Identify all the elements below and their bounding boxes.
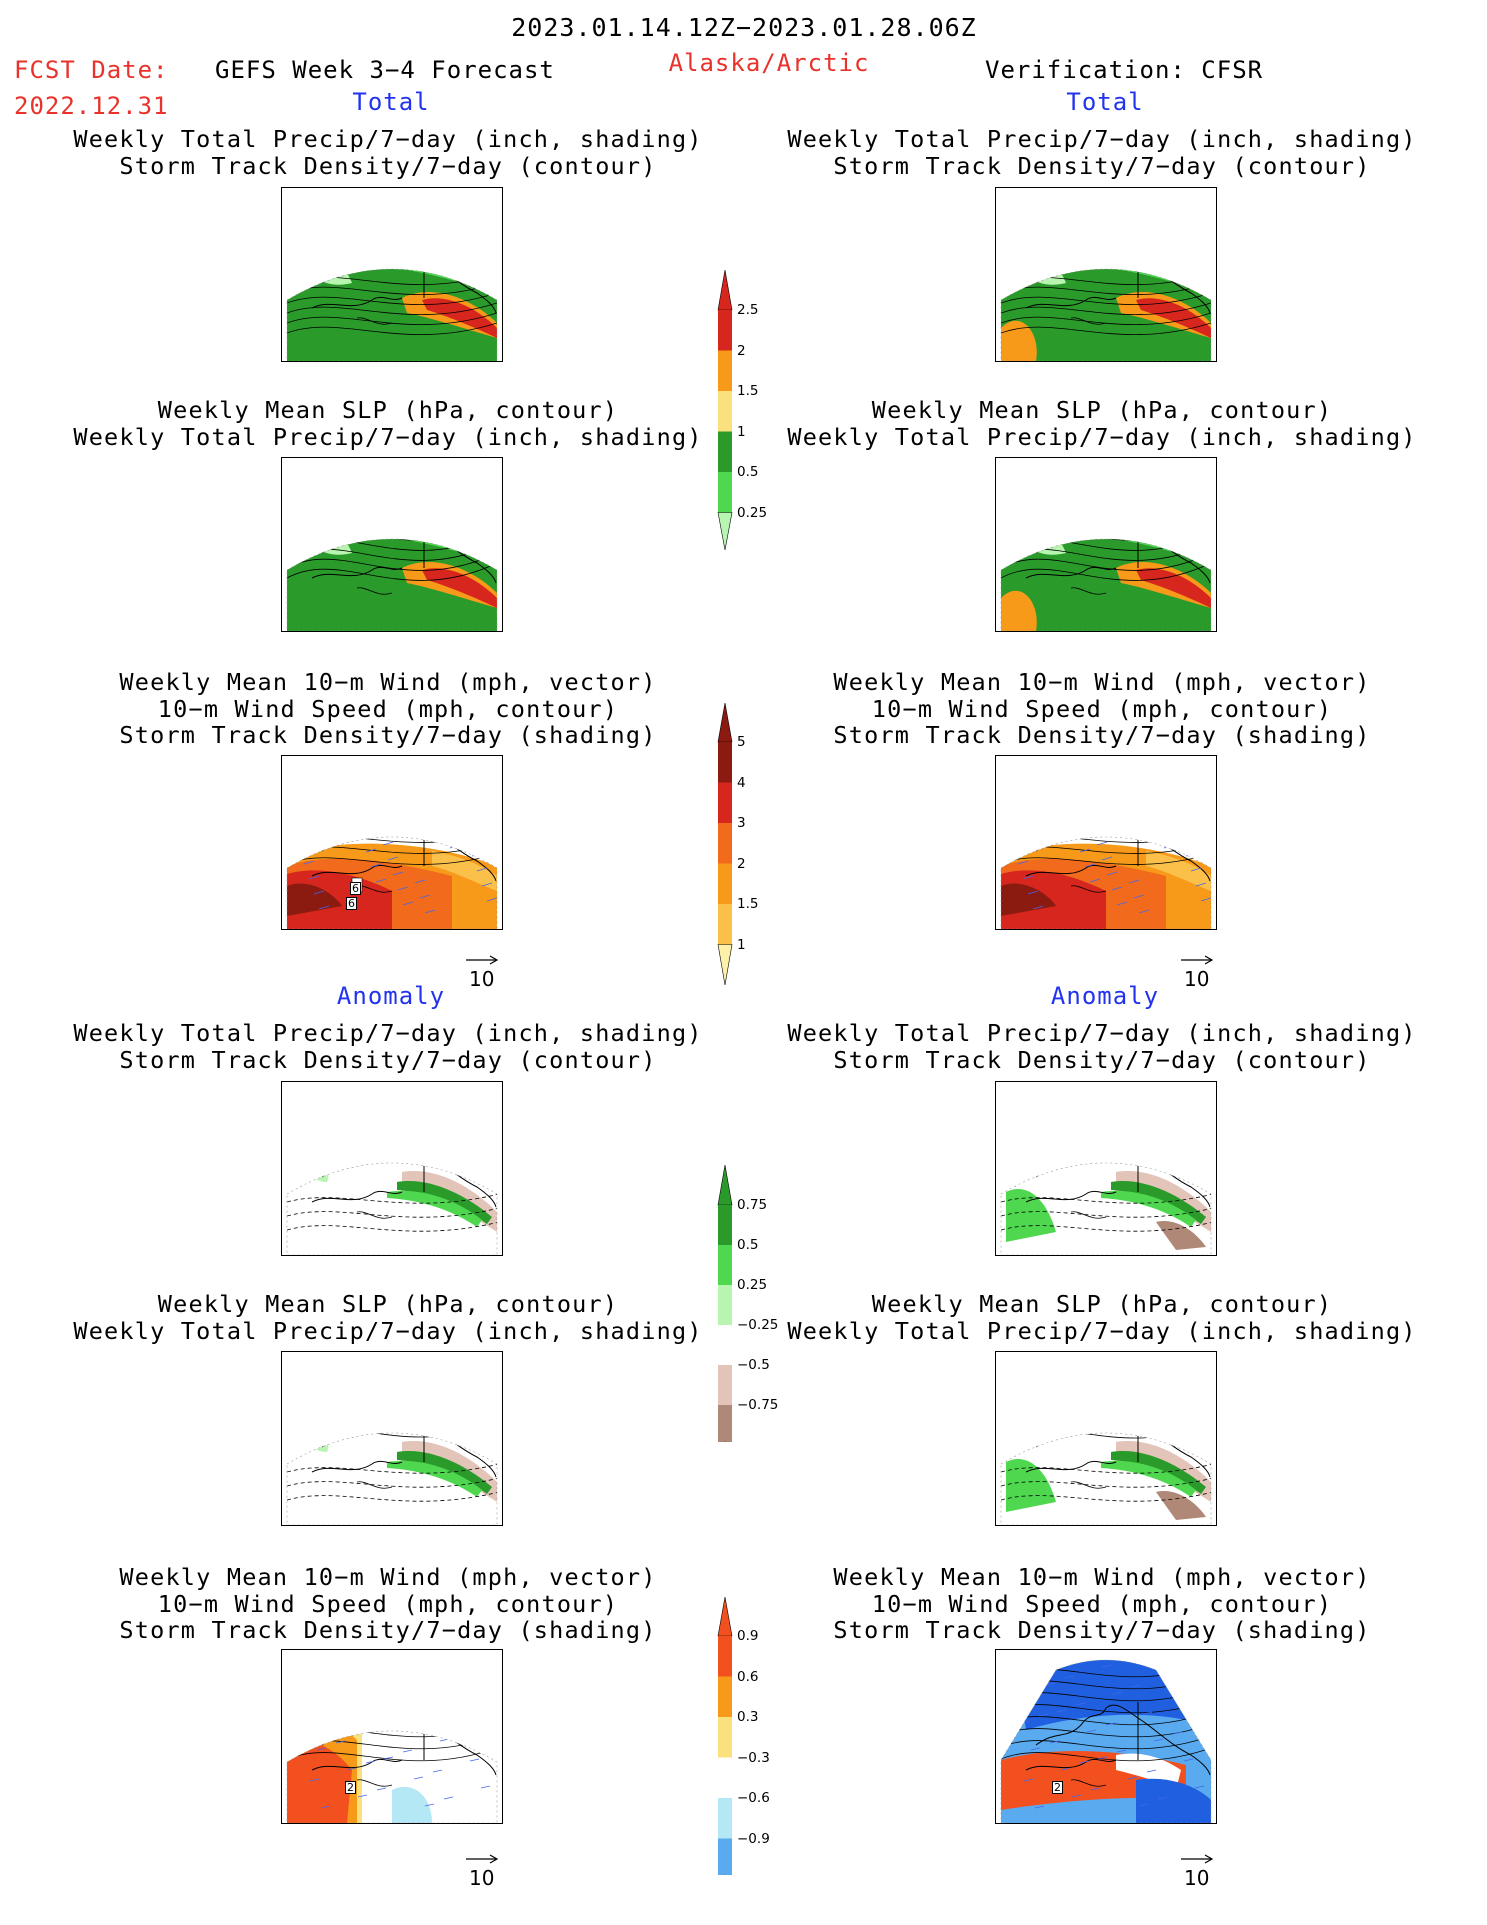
panel-title-r2-c1-l2: Storm Track Density/7−day (shading) — [833, 721, 1371, 749]
panel-title-r2-c1-l1: 10−m Wind Speed (mph, contour) — [871, 694, 1333, 723]
panel-title-r1-c1-l0: Weekly Mean SLP (hPa, contour) — [871, 396, 1333, 424]
colorbar-storm_total — [717, 703, 733, 985]
map-value-label-6a: 6 — [350, 882, 361, 895]
colorbar-precip_anom — [717, 1165, 733, 1442]
map-r1-c1 — [995, 457, 1217, 632]
colorbar-label-storm_anom-5: −0.9 — [737, 1830, 770, 1847]
panel-title-r2-c0-l2: Storm Track Density/7−day (shading) — [119, 721, 657, 749]
map-r5-c0 — [281, 1649, 503, 1824]
panel-title-r0-c1-l1: Storm Track Density/7−day (contour) — [833, 151, 1371, 180]
vector-reference-arrow-0 — [466, 955, 499, 965]
panel-title-r5-c0-l0: Weekly Mean 10−m Wind (mph, vector) — [119, 1563, 657, 1591]
colorbar-label-storm_anom-4: −0.6 — [737, 1790, 770, 1806]
map-r0-c0 — [281, 187, 503, 362]
map-r4-c1 — [995, 1351, 1217, 1526]
section-total-left: Total — [352, 88, 430, 116]
colorbar-label-precip_total-4: 0.5 — [737, 464, 759, 480]
panel-title-r4-c1-l0: Weekly Mean SLP (hPa, contour) — [871, 1290, 1333, 1318]
map-value-label-2-right: 2 — [1052, 1781, 1063, 1794]
panel-title-r5-c0-l2: Storm Track Density/7−day (shading) — [119, 1616, 657, 1644]
panel-title-r4-c1-l1: Weekly Total Precip/7−day (inch, shading… — [787, 1316, 1417, 1345]
map-r3-c1 — [995, 1081, 1217, 1256]
vector-reference-arrow-1 — [1181, 955, 1214, 965]
colorbar-label-precip_anom-4: −0.5 — [737, 1357, 770, 1373]
colorbar-label-storm_anom-1: 0.6 — [737, 1668, 759, 1685]
colorbar-label-precip_anom-5: −0.75 — [737, 1397, 779, 1413]
section-anomaly-right: Anomaly — [1050, 982, 1160, 1010]
colorbar-storm_anom — [717, 1597, 733, 1875]
colorbar-label-precip_total-3: 1 — [737, 423, 746, 440]
fcst-date-label: FCST Date: — [14, 56, 169, 84]
colorbar-label-storm_total-5: 1 — [737, 936, 746, 953]
vector-reference-arrow-2 — [466, 1854, 499, 1864]
panel-title-r3-c0-l0: Weekly Total Precip/7−day (inch, shading… — [73, 1019, 703, 1047]
map-r0-c1 — [995, 187, 1217, 362]
map-r2-c0 — [281, 755, 503, 930]
product-title: GEFS Week 3−4 Forecast — [215, 56, 555, 84]
colorbar-precip_total — [717, 270, 733, 550]
colorbar-label-precip_total-1: 2 — [737, 342, 746, 359]
map-r3-c0 — [281, 1081, 503, 1256]
panel-title-r4-c0-l1: Weekly Total Precip/7−day (inch, shading… — [73, 1316, 703, 1345]
panel-title-r2-c0-l0: Weekly Mean 10−m Wind (mph, vector) — [119, 668, 657, 696]
vector-reference-label-0: 10 — [469, 967, 495, 991]
panel-title-r1-c0-l1: Weekly Total Precip/7−day (inch, shading… — [73, 422, 703, 451]
colorbar-label-storm_total-0: 5 — [737, 734, 746, 750]
panel-title-r1-c1-l1: Weekly Total Precip/7−day (inch, shading… — [787, 422, 1417, 451]
map-value-label-6b: 6 — [346, 897, 357, 910]
colorbar-label-precip_total-2: 1.5 — [737, 383, 759, 399]
panel-title-r0-c0-l0: Weekly Total Precip/7−day (inch, shading… — [73, 125, 703, 153]
panel-title-r2-c1-l0: Weekly Mean 10−m Wind (mph, vector) — [833, 668, 1371, 696]
colorbar-label-storm_total-2: 3 — [737, 815, 746, 831]
vector-reference-arrow-3 — [1181, 1854, 1214, 1864]
panel-title-r3-c1-l1: Storm Track Density/7−day (contour) — [833, 1045, 1371, 1074]
colorbar-label-precip_anom-2: 0.25 — [737, 1277, 768, 1293]
vector-reference-label-3: 10 — [1184, 1866, 1210, 1890]
colorbar-label-precip_anom-0: 0.75 — [737, 1197, 768, 1213]
panel-title-r3-c0-l1: Storm Track Density/7−day (contour) — [119, 1045, 657, 1074]
panel-title-r4-c0-l0: Weekly Mean SLP (hPa, contour) — [157, 1290, 619, 1318]
map-r1-c0 — [281, 457, 503, 632]
colorbar-label-storm_total-4: 1.5 — [737, 896, 759, 912]
panel-title-r3-c1-l0: Weekly Total Precip/7−day (inch, shading… — [787, 1019, 1417, 1047]
colorbar-label-precip_anom-3: −0.25 — [737, 1317, 779, 1333]
panel-title-r5-c1-l2: Storm Track Density/7−day (shading) — [833, 1616, 1371, 1644]
section-anomaly-left: Anomaly — [336, 982, 446, 1010]
colorbar-label-precip_total-0: 2.5 — [737, 302, 759, 318]
section-total-right: Total — [1066, 88, 1144, 116]
colorbar-label-storm_anom-0: 0.9 — [737, 1628, 759, 1644]
colorbar-label-precip_total-5: 0.25 — [737, 504, 768, 521]
colorbar-label-precip_anom-1: 0.5 — [737, 1237, 759, 1253]
colorbar-label-storm_total-1: 4 — [737, 774, 746, 791]
panel-title-r5-c1-l1: 10−m Wind Speed (mph, contour) — [871, 1589, 1333, 1618]
verification-title: Verification: CFSR — [985, 56, 1264, 84]
panel-title-r0-c1-l0: Weekly Total Precip/7−day (inch, shading… — [787, 125, 1417, 153]
vector-reference-label-1: 10 — [1184, 967, 1210, 991]
region-title: Alaska/Arctic — [668, 49, 870, 77]
vector-reference-label-2: 10 — [469, 1866, 495, 1890]
map-r4-c0 — [281, 1351, 503, 1526]
map-r2-c1 — [995, 755, 1217, 930]
period-title: 2023.01.14.12Z−2023.01.28.06Z — [511, 13, 977, 42]
panel-title-r2-c0-l1: 10−m Wind Speed (mph, contour) — [157, 694, 619, 723]
panel-title-r0-c0-l1: Storm Track Density/7−day (contour) — [119, 151, 657, 180]
map-r5-c1 — [995, 1649, 1217, 1824]
fcst-date-value: 2022.12.31 — [14, 92, 169, 120]
panel-title-r5-c1-l0: Weekly Mean 10−m Wind (mph, vector) — [833, 1563, 1371, 1591]
colorbar-label-storm_anom-2: 0.3 — [737, 1709, 759, 1725]
colorbar-label-storm_total-3: 2 — [737, 855, 746, 872]
colorbar-label-storm_anom-3: −0.3 — [737, 1749, 770, 1766]
panel-title-r1-c0-l0: Weekly Mean SLP (hPa, contour) — [157, 396, 619, 424]
map-value-label-2-left: 2 — [345, 1781, 356, 1794]
panel-title-r5-c0-l1: 10−m Wind Speed (mph, contour) — [157, 1589, 619, 1618]
